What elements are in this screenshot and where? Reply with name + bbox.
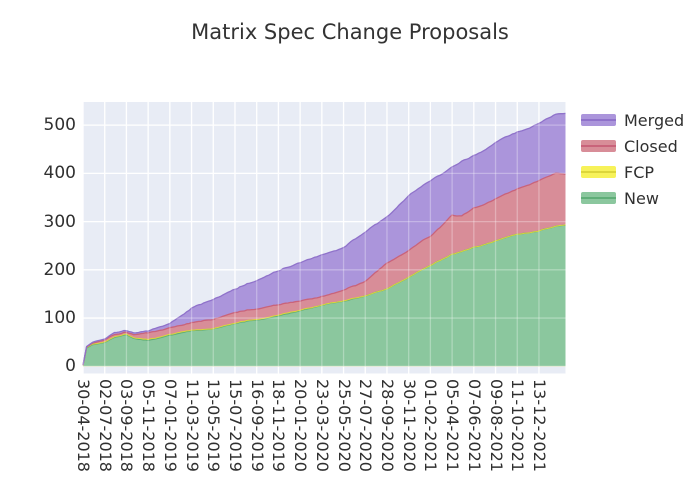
y-tick-label: 200 (43, 259, 76, 280)
x-tick-label: 16-09-2019 (247, 379, 267, 472)
x-tick-label: 27-07-2020 (356, 379, 376, 472)
edge-fcp (82, 224, 566, 366)
area-new (83, 225, 566, 367)
x-tick-label: 28-09-2020 (377, 379, 397, 472)
legend-swatch-merged (581, 114, 616, 126)
legend-swatch-line (581, 197, 616, 199)
edge-merged (82, 112, 566, 365)
x-tick-label: 25-05-2020 (334, 379, 354, 472)
x-tick-label: 23-03-2020 (312, 379, 332, 472)
x-tick-label: 01-02-2021 (421, 379, 441, 472)
x-tick-label: 20-01-2020 (291, 379, 311, 472)
x-tick-label: 09-08-2021 (486, 379, 506, 472)
x-tick-label: 07-01-2019 (160, 379, 180, 472)
x-tick-label: 07-06-2021 (464, 379, 484, 472)
y-tick-label: 500 (43, 115, 76, 136)
legend-item-closed: Closed (581, 133, 684, 159)
legend-label: New (624, 188, 659, 208)
legend: Merged Closed FCP New (581, 107, 684, 211)
legend-label: FCP (624, 162, 655, 182)
x-tick-label: 30-04-2018 (74, 379, 93, 472)
x-tick-label: 02-07-2018 (95, 379, 115, 472)
legend-swatch-fcp (581, 166, 616, 178)
y-tick-label: 0 (65, 356, 76, 377)
x-tick-label: 11-10-2021 (508, 379, 528, 472)
legend-swatch-closed (581, 140, 616, 152)
y-tick-label: 300 (43, 211, 76, 232)
legend-label: Merged (624, 110, 685, 130)
x-tick-label: 13-12-2021 (529, 379, 549, 472)
legend-label: Closed (624, 136, 678, 156)
legend-item-new: New (581, 185, 684, 211)
chart-title: Matrix Spec Change Proposals (191, 20, 509, 44)
x-tick-label: 03-09-2018 (117, 379, 137, 472)
legend-swatch-new (581, 192, 616, 204)
x-tick-label: 15-07-2019 (225, 379, 245, 472)
legend-swatch-line (581, 171, 616, 173)
legend-item-fcp: FCP (581, 159, 684, 185)
x-tick-label: 13-05-2019 (204, 379, 224, 472)
x-tick-label: 05-04-2021 (443, 379, 463, 472)
y-tick-label: 100 (43, 308, 76, 329)
x-tick-label: 05-11-2018 (139, 379, 159, 472)
edge-closed (82, 172, 566, 366)
x-tick-label: 18-11-2019 (269, 379, 289, 472)
x-tick-label: 11-03-2019 (182, 379, 202, 472)
x-tick-label: 30-11-2020 (399, 379, 419, 472)
legend-item-merged: Merged (581, 107, 684, 133)
legend-swatch-line (581, 119, 616, 121)
y-tick-label: 400 (43, 163, 76, 184)
legend-swatch-line (581, 145, 616, 147)
